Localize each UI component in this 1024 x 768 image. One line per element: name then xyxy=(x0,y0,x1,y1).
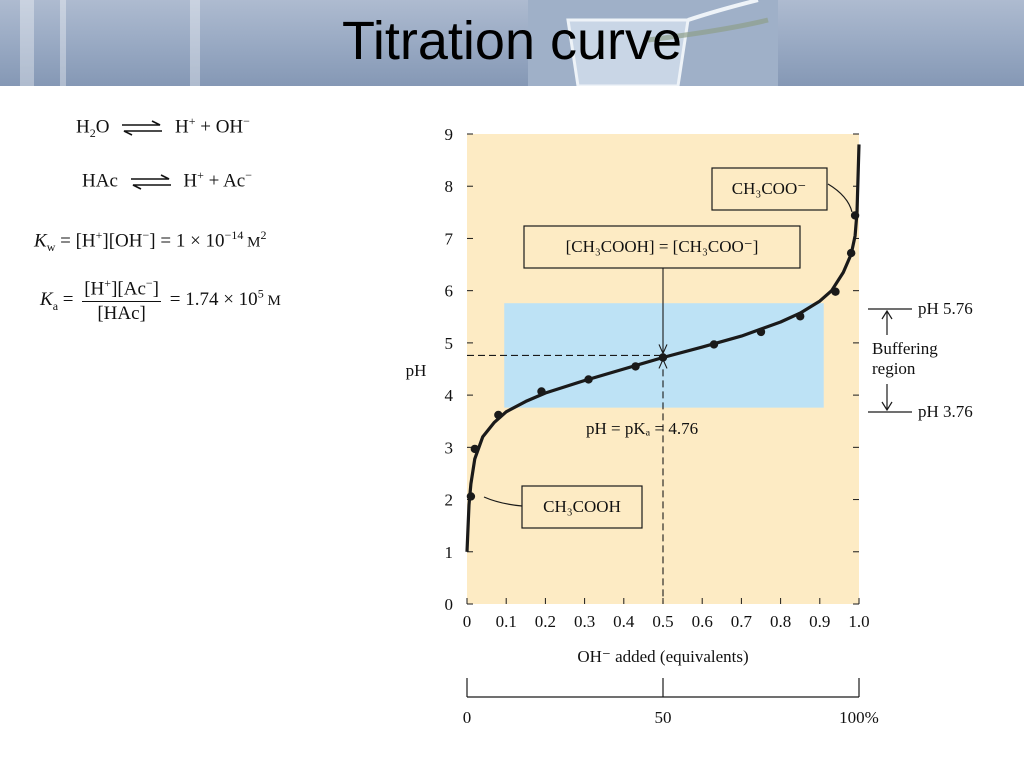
y-tick-label: 7 xyxy=(445,229,454,248)
y-tick-label: 3 xyxy=(445,438,454,457)
beaker-image xyxy=(528,0,778,86)
y-tick-label: 0 xyxy=(445,595,454,614)
x-axis-label: OH⁻ added (equivalents) xyxy=(577,647,748,666)
buffer-down-arrow-icon xyxy=(881,384,893,412)
equilibrium-arrows-icon xyxy=(130,174,171,190)
buffering-label-line1: Buffering xyxy=(872,339,938,358)
x-axis-ticks: 0 0.1 0.2 0.3 0.4 0.5 0.6 0.7 0.8 0.9 1.0 xyxy=(463,598,870,631)
x-tick-label: 0.9 xyxy=(809,612,830,631)
y-tick-label: 4 xyxy=(445,386,454,405)
title-banner: Titration curve xyxy=(0,0,1024,86)
pka-label: pH = pKₐ = 4.76 xyxy=(586,419,698,438)
equal-conc-label: [CH₃COOH] = [CH₃COO⁻] xyxy=(566,237,759,256)
x-tick-label: 0.7 xyxy=(731,612,753,631)
ka-fraction: [H+][Ac−] [HAc] xyxy=(82,276,161,325)
equilibrium-arrows-icon xyxy=(122,120,163,136)
equations-panel: H2O H+ + OH− HAc H+ + Ac− Kw = [H+][OH−]… xyxy=(0,90,420,350)
percent-tick-label: 100% xyxy=(839,708,879,727)
percent-scale-ticks: 0 50 100% xyxy=(463,678,879,727)
x-tick-label: 0.8 xyxy=(770,612,791,631)
ph-low-label: pH 3.76 xyxy=(918,402,973,421)
data-point xyxy=(850,211,860,220)
data-point xyxy=(756,327,766,337)
water-equilibrium: H2O H+ + OH− xyxy=(76,114,250,141)
ch3cooh-label-box xyxy=(521,485,643,529)
slide-title: Titration curve xyxy=(341,11,683,71)
acetic-acid-equilibrium: HAc H+ + Ac− xyxy=(82,168,253,192)
y-tick-label: 6 xyxy=(445,282,454,301)
data-point xyxy=(831,287,840,296)
ka-expression: Ka = [H+][Ac−] [HAc] = 1.74 × 105 M xyxy=(40,276,281,325)
percent-tick-label: 50 xyxy=(655,708,672,727)
data-point xyxy=(631,362,640,371)
data-point xyxy=(709,340,719,349)
x-tick-label: 0.5 xyxy=(652,612,673,631)
ch3coo-pointer xyxy=(827,183,853,213)
y-tick-label: 1 xyxy=(445,543,454,562)
data-point xyxy=(494,410,503,420)
y-axis-label: pH xyxy=(406,361,427,380)
buffer-up-arrow-icon xyxy=(881,309,893,335)
data-point xyxy=(584,375,593,384)
data-point xyxy=(537,387,546,396)
kw-expression: Kw = [H+][OH−] = 1 × 10−14 M2 xyxy=(34,228,267,255)
x-tick-label: 0.2 xyxy=(535,612,556,631)
y-tick-label: 5 xyxy=(445,334,454,353)
ph-high-label: pH 5.76 xyxy=(918,299,973,318)
data-point xyxy=(466,492,476,501)
buffering-label-line2: region xyxy=(872,359,916,378)
y-tick-label: 9 xyxy=(445,125,454,144)
ch3cooh-pointer xyxy=(483,496,523,507)
x-tick-label: 0.3 xyxy=(574,612,595,631)
x-tick-label: 0.1 xyxy=(496,612,517,631)
y-tick-label: 2 xyxy=(445,491,454,510)
data-point xyxy=(796,312,805,321)
data-point xyxy=(658,353,668,362)
percent-tick-label: 0 xyxy=(463,708,472,727)
ch3cooh-label: CH₃COOH xyxy=(543,497,621,516)
x-tick-label: 0.4 xyxy=(613,612,635,631)
x-tick-label: 0.6 xyxy=(692,612,713,631)
ch3coo-label: CH₃COO⁻ xyxy=(732,179,806,198)
x-tick-label: 1.0 xyxy=(848,612,869,631)
data-point xyxy=(846,248,856,258)
data-point xyxy=(470,444,480,454)
equal-conc-box xyxy=(523,225,801,269)
y-tick-label: 8 xyxy=(445,177,454,196)
x-tick-label: 0 xyxy=(463,612,472,631)
data-points xyxy=(466,211,860,501)
y-axis-ticks: 0 1 2 3 4 5 6 7 8 9 xyxy=(445,125,859,614)
ch3coo-label-box xyxy=(711,167,828,211)
